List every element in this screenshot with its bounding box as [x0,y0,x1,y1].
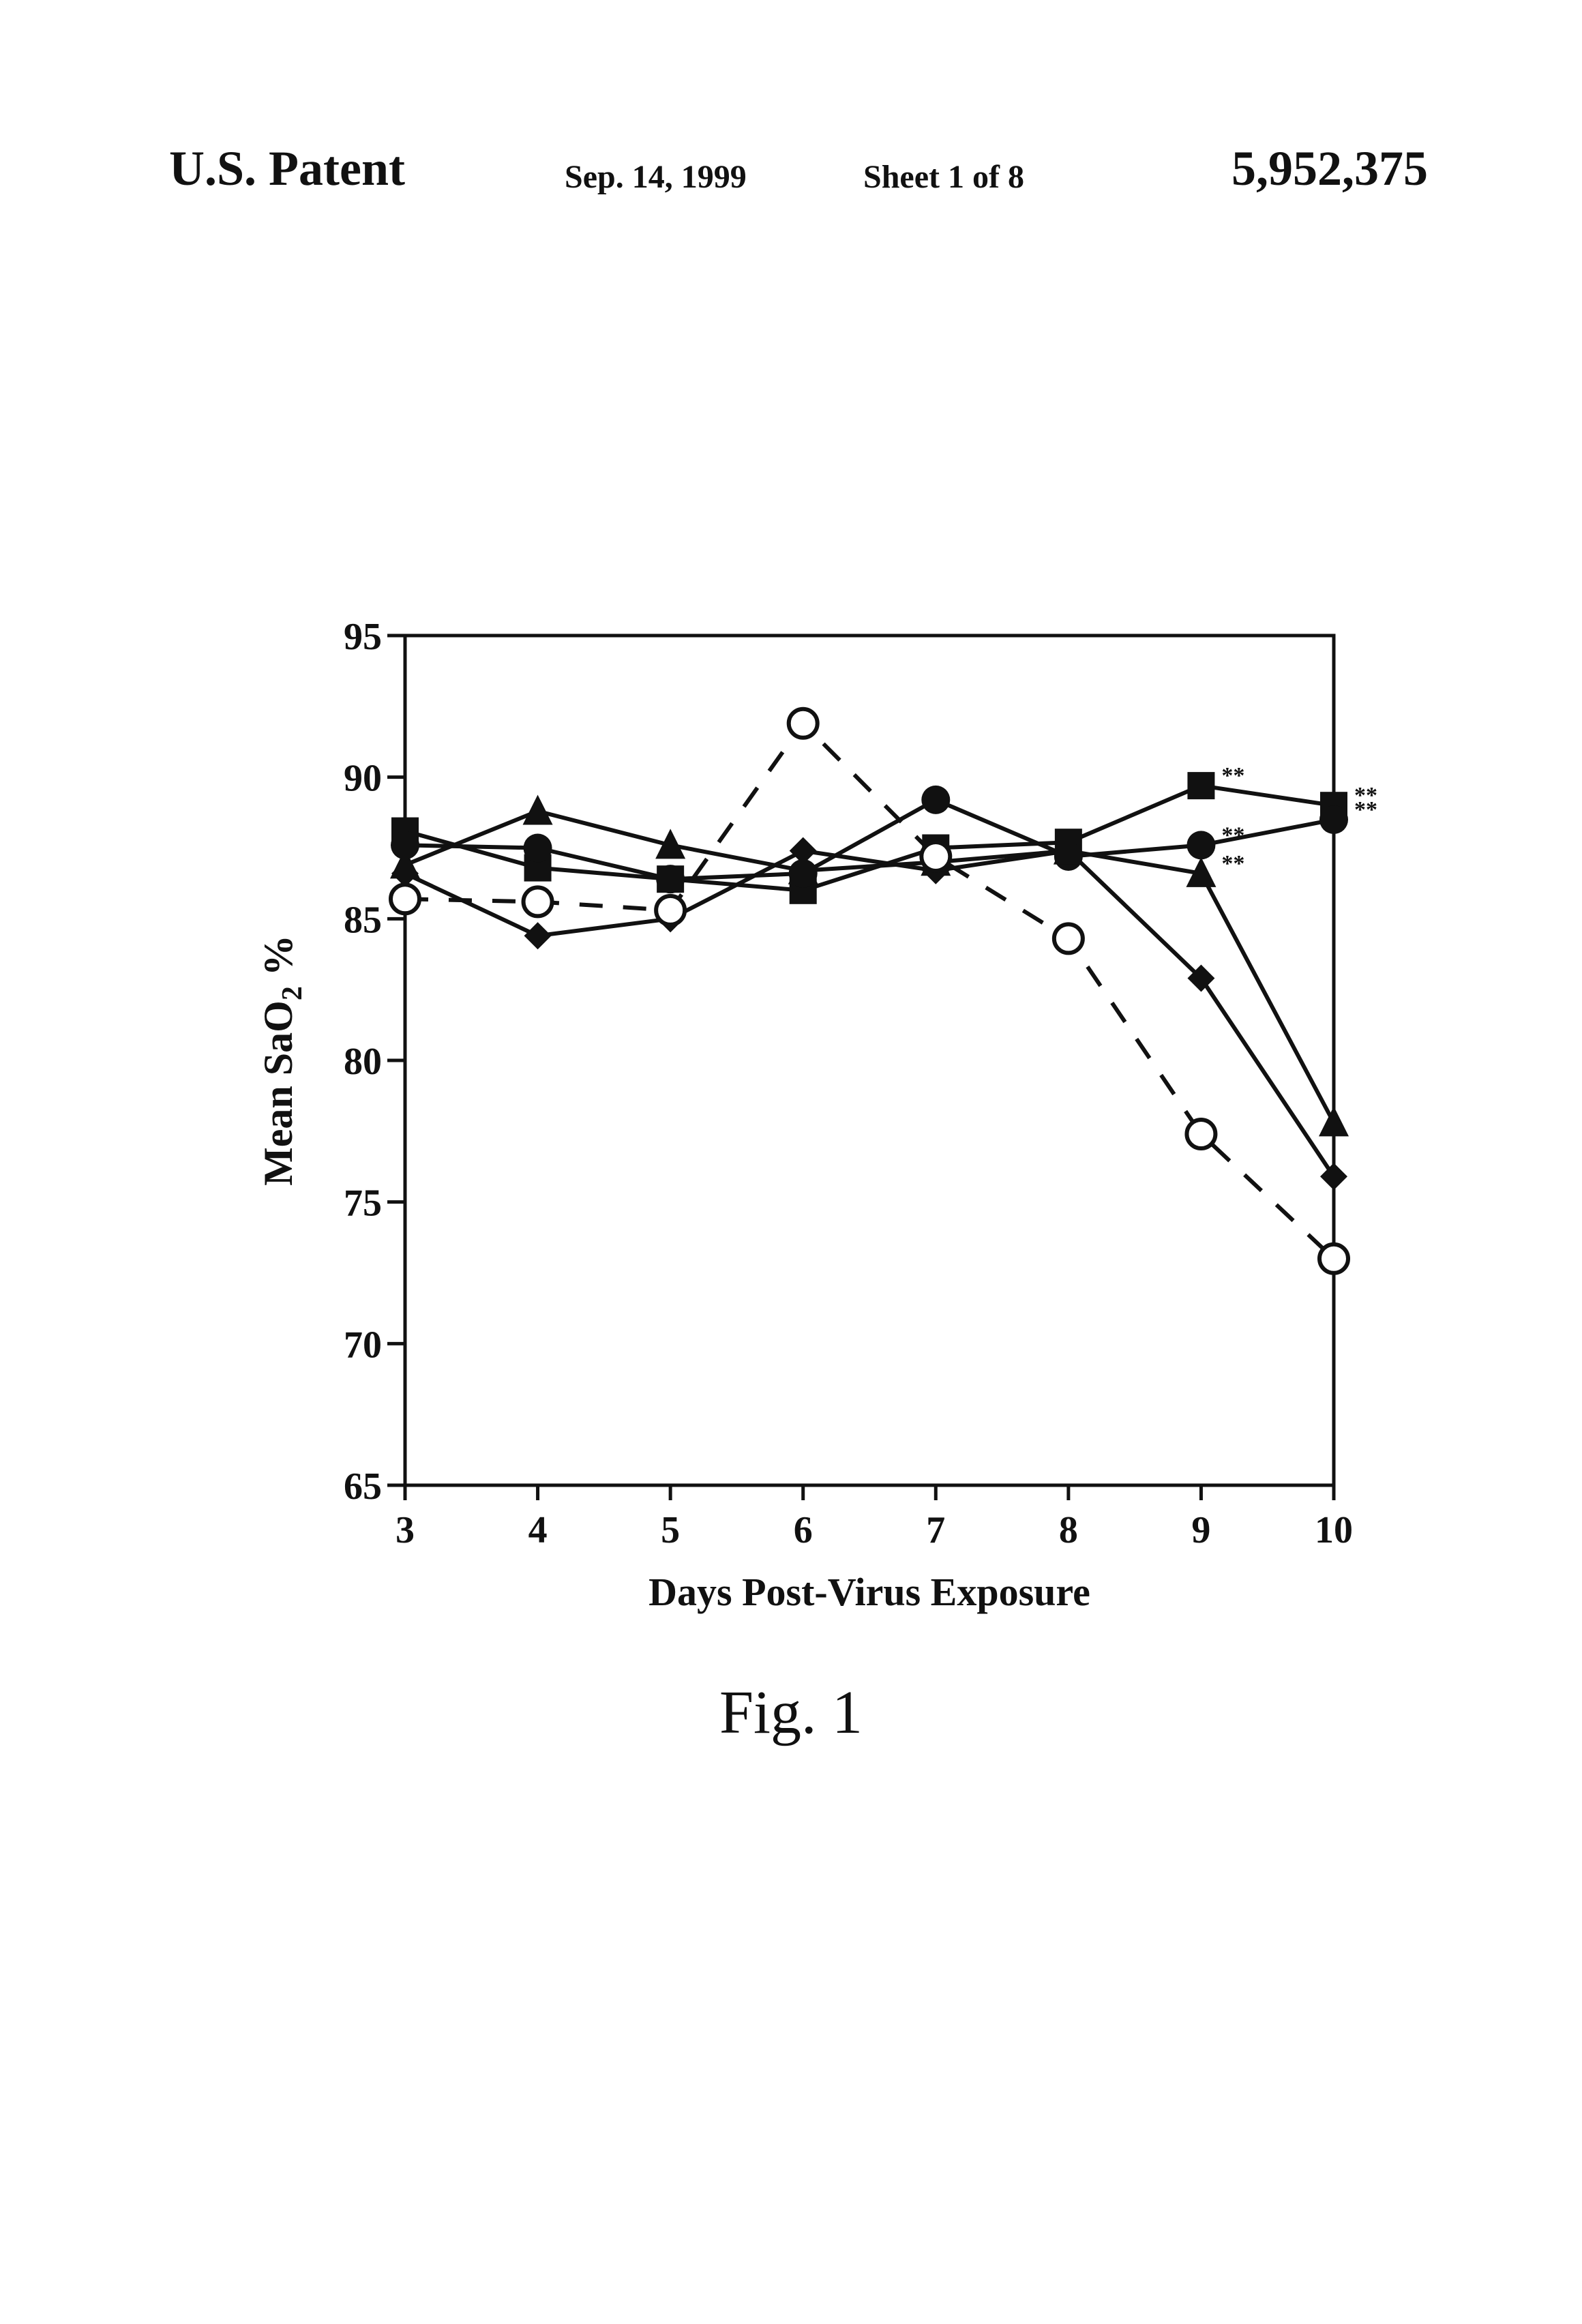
x-tick-label: 4 [528,1509,548,1551]
data-point-open-circle [391,884,419,913]
y-tick-label: 75 [344,1182,382,1225]
data-point-circle [1186,831,1215,859]
figure-caption: Fig. 1 [0,1678,1582,1748]
plot-frame [405,636,1334,1485]
data-point-triangle [1319,1106,1349,1136]
data-point-open-circle [524,887,552,916]
x-tick-label: 7 [926,1509,945,1551]
data-point-circle [921,786,950,814]
series-line-open-circle [405,724,1334,1259]
data-point-open-circle [789,709,818,738]
data-point-diamond [524,922,552,949]
data-point-open-circle [1319,1245,1348,1273]
y-tick-label: 65 [344,1465,382,1508]
data-point-open-circle [921,842,950,871]
x-tick-label: 6 [794,1509,813,1551]
y-tick-label: 80 [344,1041,382,1083]
x-tick-label: 5 [661,1509,680,1551]
y-tick-label: 90 [344,758,382,800]
significance-marker: ** [1221,851,1244,876]
data-point-open-circle [1186,1120,1215,1148]
x-axis-label: Days Post-Virus Exposure [648,1570,1090,1614]
data-point-circle [656,865,685,893]
data-point-triangle [523,795,553,825]
data-point-diamond [790,837,817,865]
y-tick-label: 85 [344,899,382,941]
chart-labels: 65 70 75 80 85 90 95 3 4 5 6 7 8 9 10 Days Post-Virus E… [256,616,1377,1614]
y-tick-label: 95 [344,616,382,658]
chart-axes [387,636,1334,1500]
data-point-circle [1319,805,1348,834]
x-tick-label: 10 [1315,1509,1353,1551]
significance-marker: ** [1221,763,1244,788]
data-point-diamond [1320,1163,1347,1190]
x-tick-label: 9 [1191,1509,1210,1551]
y-tick-label: 70 [344,1324,382,1366]
x-tick-label: 3 [395,1509,415,1551]
significance-marker: ** [1354,797,1377,822]
data-point-open-circle [1054,924,1083,953]
chart-series [390,709,1349,1273]
x-tick-label: 8 [1059,1509,1078,1551]
data-point-circle [524,834,552,863]
data-point-open-circle [656,896,685,925]
significance-marker: ** [1221,822,1244,848]
y-axis-label: Mean SaO2 % [256,935,308,1186]
data-point-square [1187,772,1214,799]
